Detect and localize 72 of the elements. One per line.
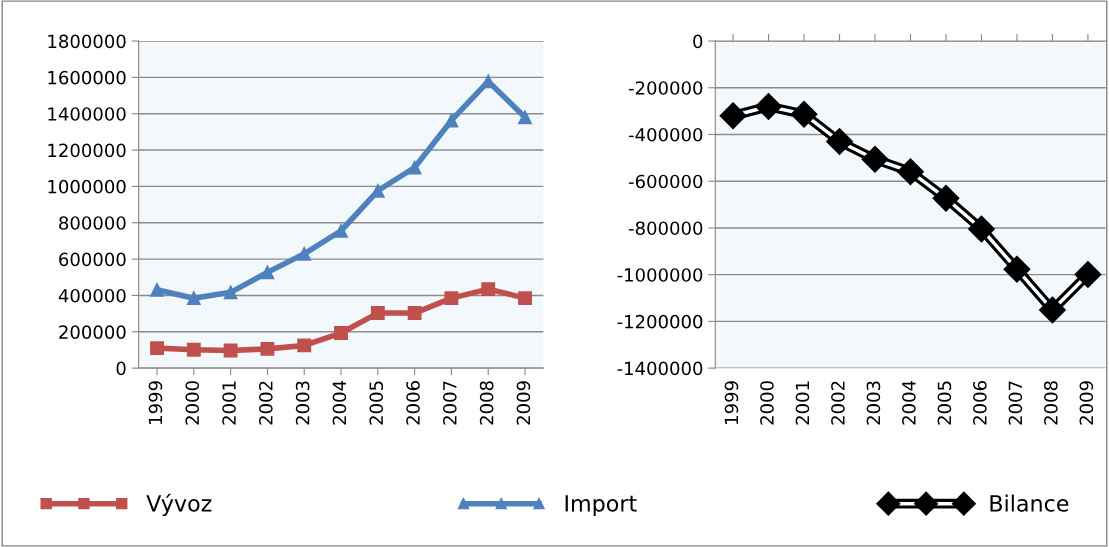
point <box>1003 255 1031 283</box>
point <box>370 306 385 321</box>
legend-label: Import <box>565 495 637 517</box>
point <box>756 92 782 121</box>
y-tick-label: 1600000 <box>48 70 126 85</box>
x-tick-label: 2006 <box>406 381 420 425</box>
y-tick-label: -1000000 <box>617 268 703 282</box>
y-tick-label: -1200000 <box>617 314 703 329</box>
point <box>825 127 854 156</box>
point <box>407 160 422 175</box>
y-tick-label: -600000 <box>628 174 703 189</box>
point <box>967 215 995 243</box>
y-tick-label: 200000 <box>59 325 126 339</box>
x-tick-label: 2005 <box>937 381 952 425</box>
x-tick-label: 2009 <box>516 381 531 425</box>
point <box>1074 260 1102 289</box>
legend-label: Bilance <box>990 494 1069 512</box>
x-tick-label: 2002 <box>831 381 845 425</box>
point <box>444 113 459 128</box>
point <box>223 343 238 358</box>
y-tick-label: 1800000 <box>48 34 126 49</box>
point <box>518 110 532 125</box>
x-tick-label: 1999 <box>724 381 739 424</box>
y-tick-label: -800000 <box>628 221 703 236</box>
y-tick-label: -1400000 <box>617 361 703 376</box>
y-tick-label: 0 <box>693 34 703 49</box>
point <box>150 282 164 297</box>
point <box>897 158 925 186</box>
x-tick-label: 2006 <box>973 381 987 425</box>
legend-label: Vývoz <box>146 493 212 517</box>
x-tick-label: 2000 <box>760 381 774 425</box>
x-tick-label: 2009 <box>1079 381 1094 425</box>
point <box>223 285 238 300</box>
y-tick-label: 800000 <box>59 216 126 230</box>
point <box>932 184 960 212</box>
x-tick-label: 2008 <box>479 381 494 425</box>
x-tick-label: 2004 <box>902 380 916 425</box>
x-tick-label: 2003 <box>295 381 310 425</box>
y-tick-label: 0 <box>116 361 126 376</box>
x-tick-label: 2001 <box>795 381 810 425</box>
point <box>297 246 312 261</box>
point <box>407 306 422 321</box>
point <box>518 291 532 306</box>
point <box>297 338 312 353</box>
y-tick-label: -400000 <box>628 127 703 142</box>
point <box>260 265 275 280</box>
point <box>260 341 275 356</box>
y-tick-label: 1000000 <box>48 179 126 194</box>
x-tick-label: 1999 <box>148 381 163 424</box>
y-tick-label: 1200000 <box>48 143 126 158</box>
x-tick-label: 2004 <box>332 380 347 425</box>
x-tick-label: 2008 <box>1044 381 1058 425</box>
x-tick-label: 2005 <box>369 381 384 425</box>
point <box>481 282 496 297</box>
point <box>186 342 201 357</box>
x-tick-label: 2002 <box>259 381 273 425</box>
point <box>334 223 348 238</box>
point <box>334 326 348 341</box>
x-tick-label: 2007 <box>442 381 457 425</box>
x-tick-label: 2007 <box>1008 381 1023 425</box>
x-tick-label: 2003 <box>866 381 881 425</box>
point <box>861 145 889 173</box>
point <box>444 291 459 306</box>
point <box>150 341 164 356</box>
y-tick-label: 1400000 <box>48 107 126 121</box>
y-tick-label: 600000 <box>59 252 126 267</box>
y-tick-label: 400000 <box>58 288 126 303</box>
point <box>1038 296 1066 324</box>
point <box>186 291 201 306</box>
x-tick-label: 2000 <box>185 381 200 425</box>
x-tick-label: 2001 <box>222 381 236 425</box>
y-tick-label: -200000 <box>628 81 703 95</box>
